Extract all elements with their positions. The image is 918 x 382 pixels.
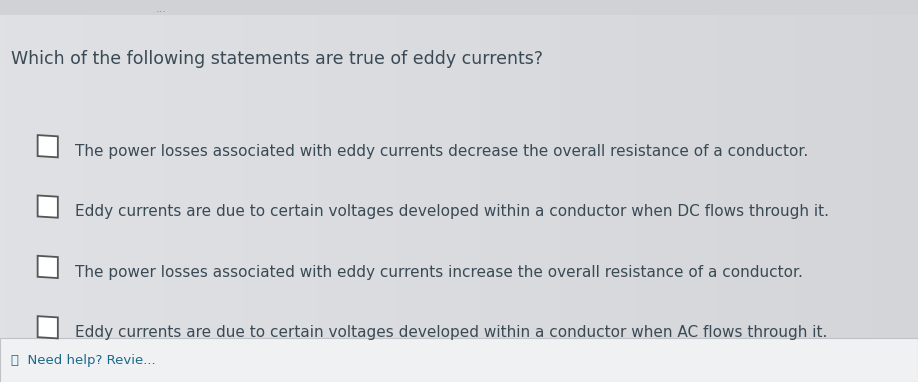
Bar bbox=[38, 196, 58, 218]
Text: ⓥ  Need help? Revie...: ⓥ Need help? Revie... bbox=[11, 354, 156, 367]
Text: Which of the following statements are true of eddy currents?: Which of the following statements are tr… bbox=[11, 50, 543, 68]
Text: Eddy currents are due to certain voltages developed within a conductor when AC f: Eddy currents are due to certain voltage… bbox=[75, 325, 828, 340]
Text: Eddy currents are due to certain voltages developed within a conductor when DC f: Eddy currents are due to certain voltage… bbox=[75, 204, 829, 220]
Bar bbox=[38, 256, 58, 278]
Bar bbox=[0, 338, 918, 382]
Bar bbox=[38, 316, 58, 338]
Bar bbox=[38, 135, 58, 157]
Bar bbox=[0, 0, 918, 15]
Text: The power losses associated with eddy currents decrease the overall resistance o: The power losses associated with eddy cu… bbox=[75, 144, 809, 159]
Text: ...: ... bbox=[156, 4, 167, 14]
Text: The power losses associated with eddy currents increase the overall resistance o: The power losses associated with eddy cu… bbox=[75, 265, 803, 280]
